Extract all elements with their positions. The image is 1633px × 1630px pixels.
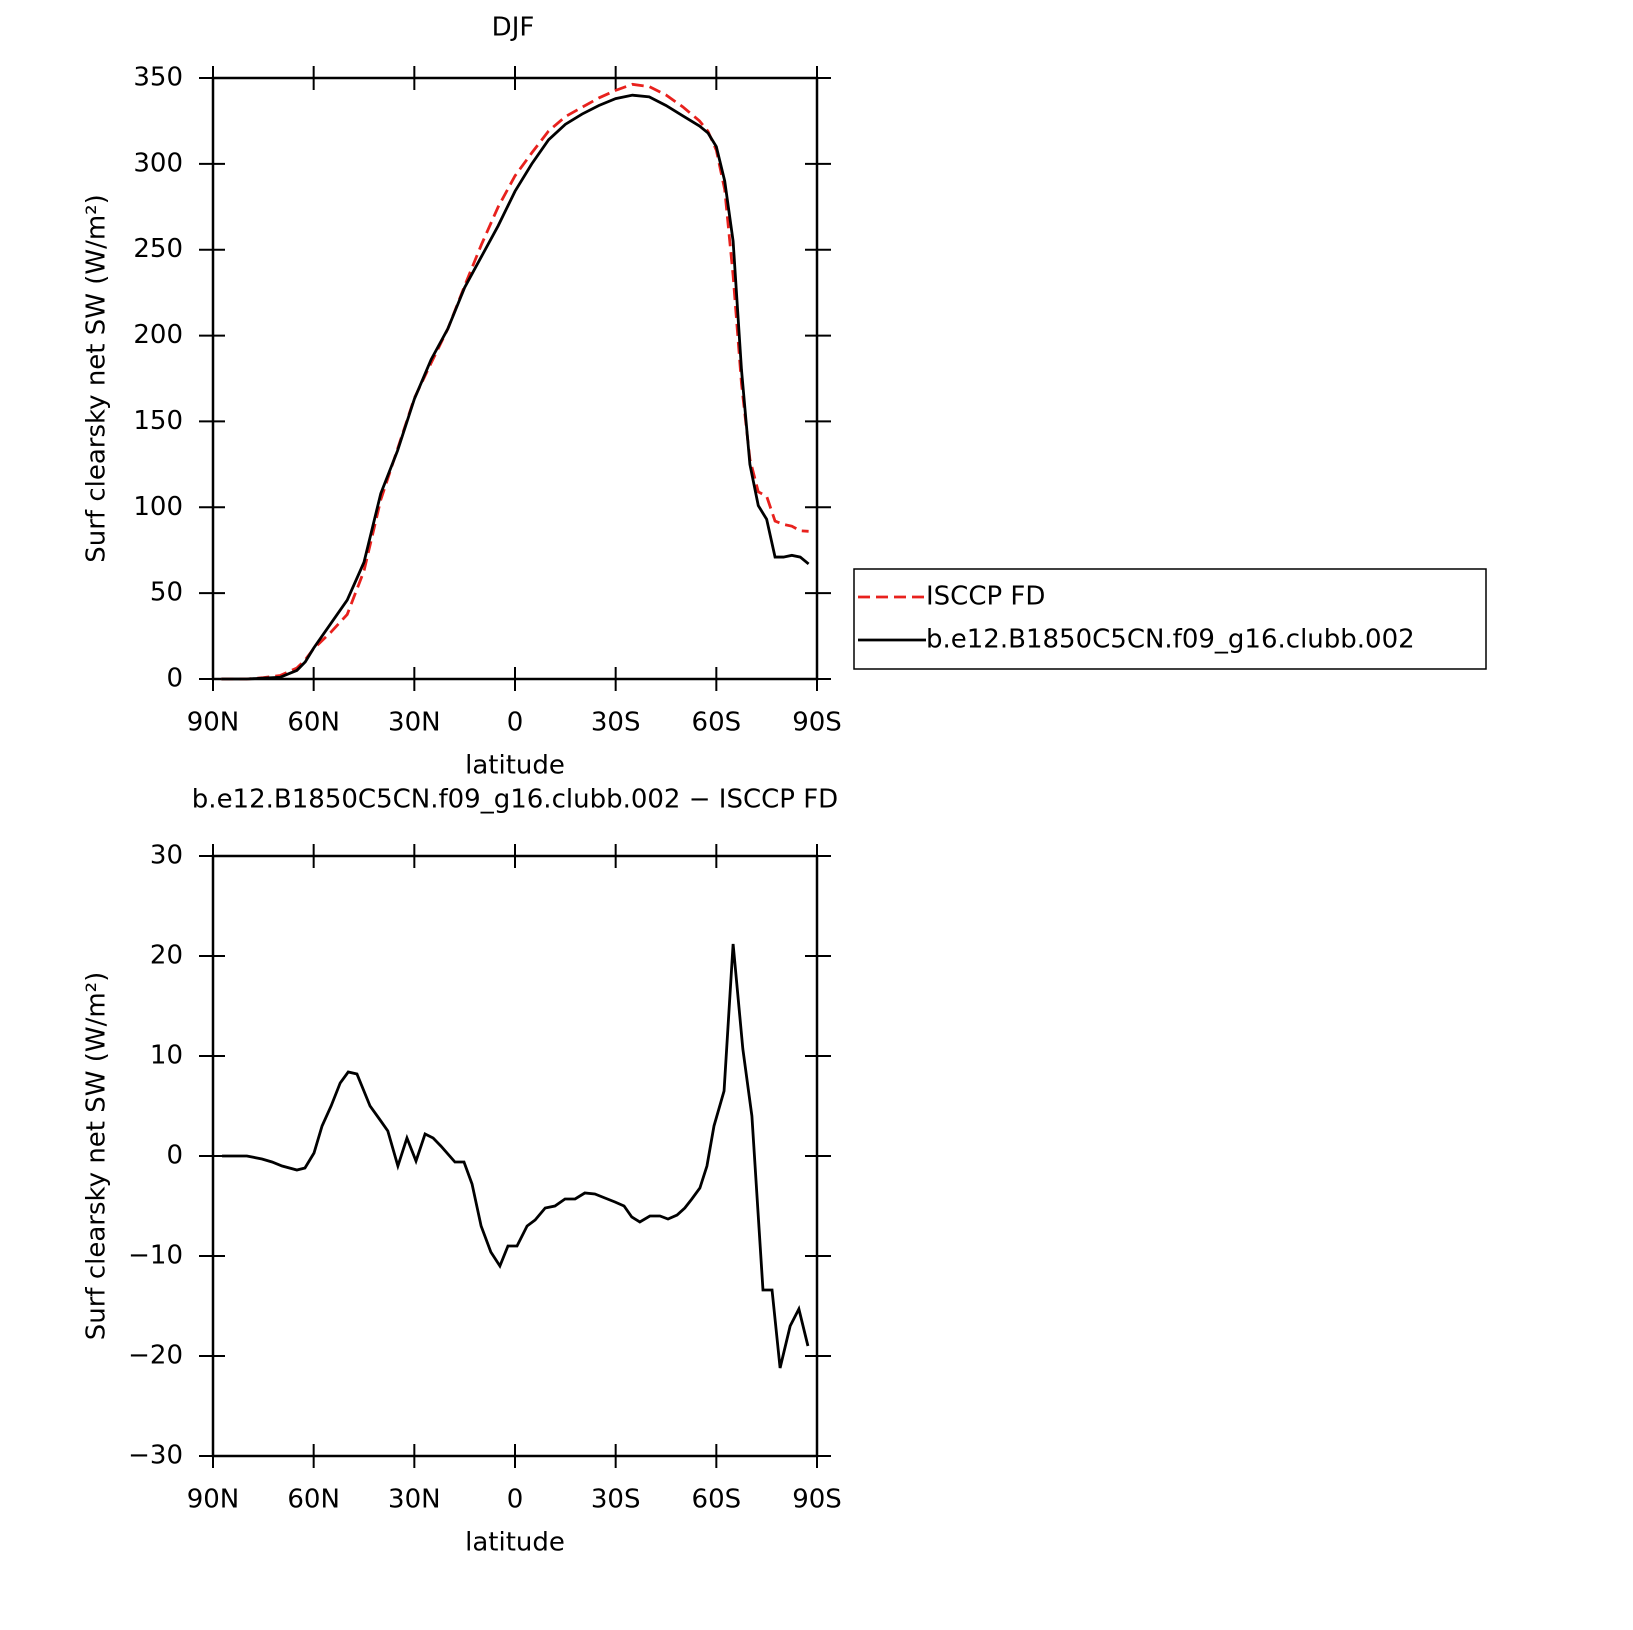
x-tick-label: 90S <box>792 1485 842 1515</box>
x-tick-label: 30S <box>591 708 641 738</box>
y-tick-label: −30 <box>128 1441 183 1471</box>
x-tick-label: 0 <box>507 708 524 738</box>
y-tick-label: 10 <box>150 1041 183 1071</box>
x-tick-label: 60S <box>692 1485 742 1515</box>
y-tick-label: 100 <box>133 492 183 522</box>
legend-box <box>853 568 1487 670</box>
x-tick-label: 30N <box>388 708 441 738</box>
x-tick-label: 90S <box>792 708 842 738</box>
x-tick-label: 90N <box>187 708 240 738</box>
y-tick-label: 20 <box>150 941 183 971</box>
y-tick-label: 300 <box>133 148 183 178</box>
y-tick-label: 200 <box>133 320 183 350</box>
y-axis-label: Surf clearsky net SW (W/m²) <box>82 972 112 1340</box>
y-tick-label: 150 <box>133 406 183 436</box>
x-tick-label: 60S <box>692 708 742 738</box>
x-axis-label: latitude <box>465 751 565 781</box>
plot-frame <box>211 854 819 1458</box>
data-line <box>222 943 810 1369</box>
x-axis-label: latitude <box>465 1528 565 1558</box>
legend: ISCCP FD b.e12.B1850C5CN.f09_g16.clubb.00… <box>853 568 1487 670</box>
x-tick-label: 90N <box>187 1485 240 1515</box>
x-tick-label: 30S <box>591 1485 641 1515</box>
y-tick-label: 50 <box>150 578 183 608</box>
y-tick-label: 350 <box>133 63 183 93</box>
chart-title: b.e12.B1850C5CN.f09_g16.clubb.002 − ISCC… <box>192 785 838 815</box>
y-tick-label: 0 <box>166 664 183 694</box>
x-tick-label: 0 <box>507 1485 524 1515</box>
y-tick-label: 30 <box>150 841 183 871</box>
data-line <box>221 93 810 681</box>
y-tick-label: 250 <box>133 234 183 264</box>
x-tick-label: 60N <box>287 1485 340 1515</box>
chart-title: DJF <box>492 13 535 43</box>
y-tick-label: −20 <box>128 1341 183 1371</box>
legend-label: b.e12.B1850C5CN.f09_g16.clubb.002 <box>926 625 1415 655</box>
plot-frame <box>211 76 819 681</box>
y-tick-label: 0 <box>166 1141 183 1171</box>
x-tick-label: 30N <box>388 1485 441 1515</box>
y-tick-label: −10 <box>128 1241 183 1271</box>
x-tick-label: 60N <box>287 708 340 738</box>
legend-label: ISCCP FD <box>926 582 1045 612</box>
data-line <box>221 82 809 681</box>
y-axis-label: Surf clearsky net SW (W/m²) <box>82 194 112 562</box>
